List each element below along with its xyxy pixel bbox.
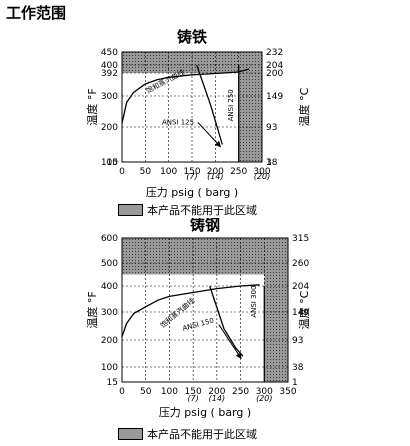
x-tick-label: 300 (253, 167, 270, 177)
chart-title: 铸铁 (177, 28, 207, 46)
x-tick-label: 250 (232, 387, 249, 397)
restricted-area-swatch (118, 428, 143, 440)
y-tick-label-c: 149 (266, 92, 283, 102)
chart-title: 铸钢 (190, 218, 220, 234)
restricted-region (238, 52, 262, 162)
y-tick-label-f: 300 (101, 308, 118, 318)
y-tick-label-f: 15 (107, 158, 118, 168)
x-tick-label-barg: (20) (254, 172, 270, 181)
y-tick-label-c: 232 (266, 48, 283, 58)
y-tick-label-f: 200 (101, 336, 118, 346)
chart-1-legend: 本产品不能用于此区域 (118, 426, 257, 441)
x-tick-label: 150 (185, 387, 202, 397)
y-tick-label-f: 200 (101, 123, 118, 133)
x-tick-label: 200 (207, 167, 224, 177)
x-tick-label-barg: (20) (256, 394, 272, 403)
curve-annotation: ANSI 300 (250, 286, 258, 318)
x-tick-label-barg: (14) (207, 172, 223, 181)
x-tick-label: 100 (160, 167, 177, 177)
y-tick-label-f: 600 (101, 234, 118, 244)
y-tick-label-c: 1 (266, 158, 272, 168)
y-tick-label-c: 1 (292, 378, 298, 388)
x-tick-label-barg: (14) (209, 394, 225, 403)
x-tick-label: 200 (208, 387, 225, 397)
x-axis-label: 压力 psig ( barg ) (146, 186, 238, 199)
y-tick-label-c: 93 (292, 336, 303, 346)
restricted-area-label: 本产品不能用于此区域 (147, 428, 257, 441)
series-line (196, 64, 223, 145)
y-tick-label-c: 315 (292, 234, 309, 244)
x-tick-label: 50 (140, 167, 152, 177)
y-axis-label-left: 温度 °F (85, 88, 99, 125)
y-tick-label-c: 204 (266, 61, 283, 71)
y-tick-label-f: 450 (101, 48, 118, 58)
y-tick-label-f: 100 (101, 158, 118, 168)
y-tick-label-c: 204 (292, 282, 309, 292)
restricted-area-swatch (118, 204, 143, 216)
restricted-area-label: 本产品不能用于此区域 (147, 204, 257, 217)
x-tick-label: 150 (183, 167, 200, 177)
y-tick-label-f: 100 (101, 363, 118, 373)
y-axis-label-right: 温度 °C (297, 290, 311, 329)
x-tick-label: 0 (119, 167, 125, 177)
x-tick-label: 50 (140, 387, 152, 397)
y-tick-label-f: 400 (101, 282, 118, 292)
restricted-region (122, 238, 288, 275)
curve-annotation: ANSI 250 (227, 89, 235, 121)
y-tick-label-c: 93 (266, 123, 277, 133)
y-tick-label-f: 400 (101, 61, 118, 71)
cast-iron-chart: 铸铁45040039230020010015232204200149933810… (85, 28, 311, 199)
x-tick-label: 0 (119, 387, 125, 397)
x-tick-label: 300 (256, 387, 273, 397)
annotation-pointer (197, 122, 222, 148)
x-tick-label: 350 (279, 387, 296, 397)
y-tick-label-c: 149 (292, 308, 309, 318)
annotation-pointer (218, 324, 242, 360)
y-tick-label-f: 15 (107, 378, 118, 388)
y-tick-label-c: 38 (292, 363, 304, 373)
page-title: 工作范围 (6, 4, 67, 22)
series-line (121, 68, 250, 124)
x-tick-label-barg: (7) (187, 394, 198, 403)
x-tick-label-barg: (7) (186, 172, 197, 181)
y-axis-label-right: 温度 °C (297, 87, 311, 126)
cast-steel-chart: 铸钢60050040030020010015315260204149933810… (85, 218, 311, 419)
x-tick-label: 100 (161, 387, 178, 397)
y-tick-label-f: 300 (101, 92, 118, 102)
y-tick-label-f: 392 (101, 69, 118, 79)
x-tick-label: 250 (230, 167, 247, 177)
y-axis-label-left: 温度 °F (85, 291, 99, 328)
plot-frame (121, 237, 289, 383)
x-axis-label: 压力 psig ( barg ) (159, 406, 251, 419)
series-line (121, 284, 260, 337)
restricted-region (264, 238, 288, 382)
restricted-region (122, 52, 262, 73)
y-tick-label-c: 200 (266, 69, 283, 79)
curve-annotation: ANSI 150 (182, 317, 215, 333)
y-tick-label-c: 260 (292, 259, 309, 269)
chart-0-legend: 本产品不能用于此区域 (118, 202, 257, 217)
y-tick-label-c: 38 (266, 158, 278, 168)
curve-annotation: ANSI 125 (162, 119, 194, 127)
y-tick-label-f: 500 (101, 259, 118, 269)
series-line (209, 285, 244, 357)
